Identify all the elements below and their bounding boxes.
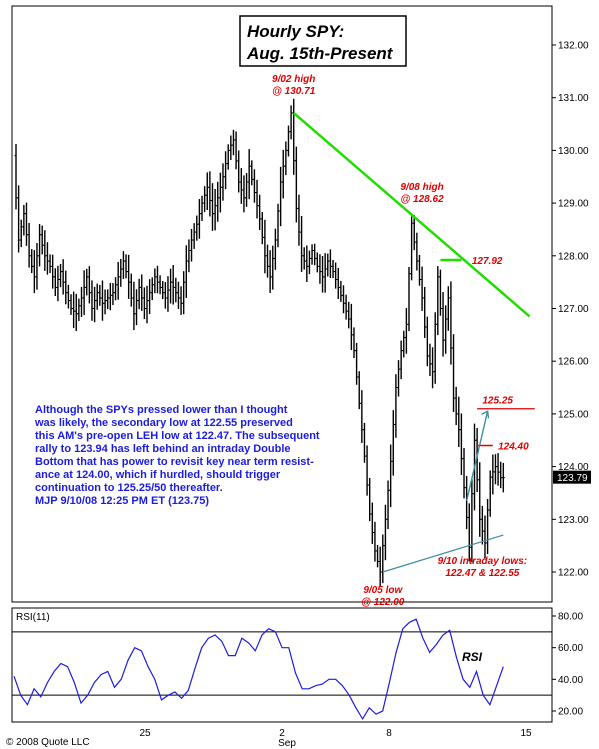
rsi-tick-label: 20.00 <box>558 707 583 718</box>
annotations: 9/02 high@ 130.71 9/08 high@ 128.62 9/05 l… <box>272 74 527 608</box>
x-tick-label: 15 <box>520 728 532 739</box>
price-tick-label: 122.00 <box>558 568 589 579</box>
x-sublabel: Sep <box>278 738 296 749</box>
title-line-1: Hourly SPY: <box>247 22 344 41</box>
projection-arrow <box>465 411 489 502</box>
annotation-label: 9/02 high <box>272 74 315 85</box>
annotation-label: 9/08 high <box>400 182 443 193</box>
annotation-label: @ 130.71 <box>272 86 316 97</box>
rsi-tick-label: 40.00 <box>558 675 583 686</box>
title-box: Hourly SPY: Aug. 15th-Present <box>239 15 407 67</box>
commentary-line: rally to 123.94 has left behind an intra… <box>35 443 291 455</box>
price-axis: 132.00 131.00 130.00 129.00 128.00 127.00 126.… <box>552 41 589 579</box>
level-label: 124.40 <box>498 442 529 453</box>
price-tick-label: 129.00 <box>558 199 589 210</box>
copyright: © 2008 Quote LLC <box>6 737 90 748</box>
commentary-line: was likely, the secondary low at 122.55 … <box>34 417 293 429</box>
rsi-axis: 80.00 60.00 40.00 20.00 <box>552 612 583 718</box>
price-tick-label: 132.00 <box>558 41 589 52</box>
price-tick-label: 127.00 <box>558 304 589 315</box>
x-tick-label: 25 <box>139 728 151 739</box>
resistance-trendline <box>292 112 531 318</box>
commentary-line: Bottom that has power to revisit key nea… <box>35 456 314 468</box>
projection-arrowhead <box>481 410 490 419</box>
rsi-series-line <box>13 618 504 721</box>
price-tick-label: 124.00 <box>558 462 589 473</box>
x-tick-label: 2 <box>279 728 285 739</box>
support-trendline <box>382 534 504 573</box>
level-label: 125.25 <box>482 396 513 407</box>
chart-overlays: 127.92 124.40 125.25 <box>292 112 535 573</box>
rsi-grid <box>12 631 552 696</box>
rsi-tick-label: 60.00 <box>558 643 583 654</box>
price-tick-label: 126.00 <box>558 357 589 368</box>
price-bars <box>14 98 505 587</box>
rsi-tick-label: 80.00 <box>558 612 583 623</box>
last-price-badge: 123.79 <box>553 470 591 484</box>
rsi-label: RSI <box>462 650 483 664</box>
commentary-line: Although the SPYs pressed lower than I t… <box>35 404 288 416</box>
commentary-line: this AM's pre-open LEH low at 122.47. Th… <box>35 430 320 442</box>
price-tick-label: 130.00 <box>558 146 589 157</box>
annotation-label: 122.47 & 122.55 <box>445 568 519 579</box>
price-tick-label: 131.00 <box>558 93 589 104</box>
commentary-line: MJP 9/10/08 12:25 PM ET (123.75) <box>35 495 209 507</box>
annotation-label: @ 128.62 <box>401 194 445 205</box>
annotation-label: 9/05 low <box>363 585 403 596</box>
x-tick-label: 8 <box>386 728 392 739</box>
last-price-label: 123.79 <box>557 473 588 484</box>
price-tick-label: 125.00 <box>558 409 589 420</box>
date-axis: 25 2 8 15 Sep © 2008 Quote LLC <box>6 728 532 749</box>
commentary-text: Although the SPYs pressed lower than I t… <box>34 404 320 507</box>
price-panel-frame <box>11 5 553 603</box>
rsi-panel-frame <box>11 607 553 723</box>
annotation-label: @ 122.00 <box>361 597 405 608</box>
level-label: 127.92 <box>472 256 503 267</box>
title-line-2: Aug. 15th-Present <box>246 44 394 63</box>
rsi-panel-title: RSI(11) <box>16 612 50 623</box>
commentary-line: continuation to 125.25/50 thereafter. <box>35 482 223 494</box>
annotation-label: 9/10 intraday lows: <box>438 556 527 567</box>
commentary-line: ance at 124.00, which if hurdled, should… <box>35 469 281 481</box>
price-tick-label: 123.00 <box>558 515 589 526</box>
price-tick-label: 128.00 <box>558 251 589 262</box>
